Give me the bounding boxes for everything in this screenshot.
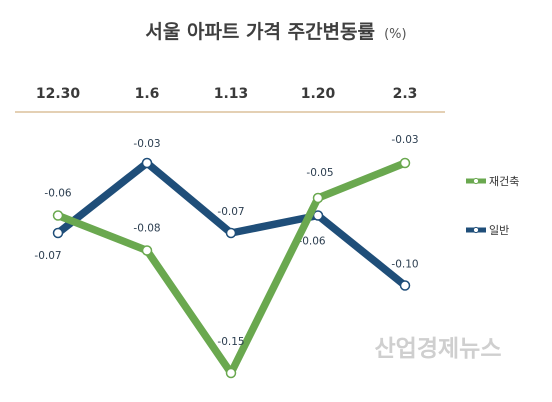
- data-point: [312, 210, 324, 221]
- watermark: 산업경제뉴스: [375, 336, 502, 362]
- data-label: -0.05: [306, 167, 333, 179]
- category-label: 1.20: [301, 86, 336, 102]
- legend-item: 일반: [466, 223, 509, 237]
- data-label: -0.07: [217, 206, 244, 218]
- data-point: [141, 245, 153, 256]
- category-label: 12.30: [36, 86, 81, 102]
- series-general: -0.07 -0.03 -0.07 -0.06 -0.10: [34, 138, 419, 291]
- legend-label: 일반: [489, 223, 509, 237]
- data-point: [312, 192, 324, 204]
- chart-title-text: 서울 아파트 가격 주간변동률: [145, 21, 375, 43]
- data-label: -0.06: [298, 236, 325, 248]
- data-label: -0.15: [217, 336, 244, 348]
- data-point: [399, 157, 411, 169]
- chart-title: 서울 아파트 가격 주간변동률 (%): [145, 21, 406, 43]
- category-labels: 12.30 1.6 1.13 1.20 2.3: [36, 86, 418, 102]
- data-point: [225, 227, 237, 239]
- legend-item: 재건축: [466, 175, 519, 188]
- data-label: -0.10: [391, 259, 418, 271]
- legend-swatch-marker: [472, 226, 480, 234]
- data-point: [52, 210, 64, 221]
- legend-label: 재건축: [489, 175, 519, 188]
- data-point: [52, 227, 64, 239]
- data-label: -0.03: [133, 138, 160, 150]
- chart-title-unit: (%): [384, 27, 407, 42]
- data-label: -0.03: [391, 134, 418, 146]
- data-label: -0.08: [133, 223, 160, 235]
- category-label: 1.6: [135, 86, 160, 102]
- series-reconstruction: -0.06 -0.08 -0.15 -0.05 -0.03: [44, 134, 419, 379]
- category-label: 2.3: [393, 86, 418, 102]
- series-layer: -0.07 -0.03 -0.07 -0.06 -0.10 -0.06 -0.08 -0.15…: [34, 134, 419, 379]
- data-point: [225, 367, 237, 379]
- legend-swatch-marker: [472, 177, 480, 185]
- data-label: -0.06: [44, 188, 71, 200]
- data-point: [141, 157, 153, 169]
- data-label: -0.07: [34, 250, 61, 262]
- category-label: 1.13: [214, 86, 249, 102]
- data-point: [399, 280, 411, 291]
